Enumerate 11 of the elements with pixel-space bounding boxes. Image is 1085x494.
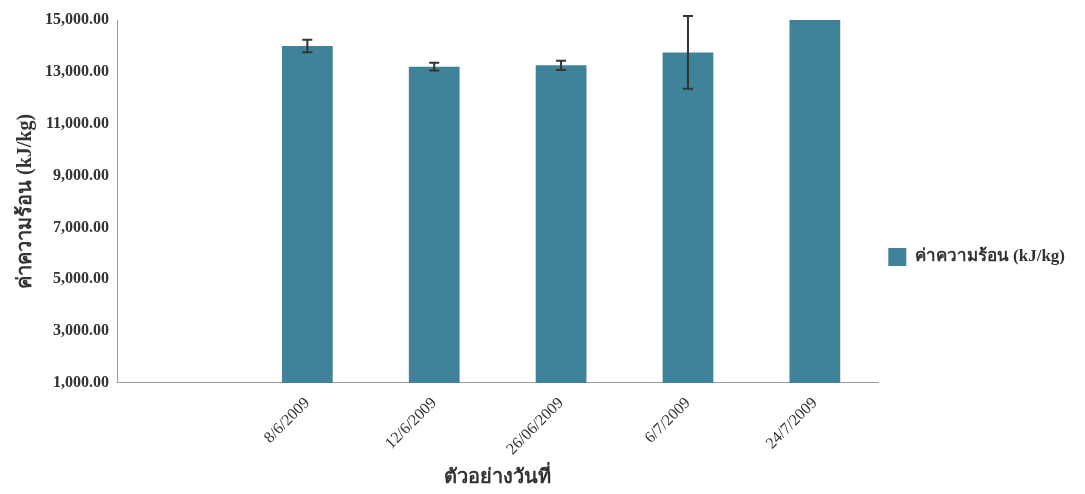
y-tick-label: 13,000.00	[45, 61, 109, 79]
y-tick-label: 5,000.00	[53, 269, 109, 287]
y-tick-label: 9,000.00	[53, 165, 109, 183]
legend-label: ค่าความร้อน (kJ/kg)	[914, 246, 1066, 266]
y-tick-label: 15,000.00	[45, 10, 109, 28]
y-tick-label: 11,000.00	[45, 113, 109, 131]
y-tick-label: 3,000.00	[53, 321, 109, 339]
y-tick-label: 1,000.00	[53, 373, 109, 391]
y-tick-label: 7,000.00	[53, 217, 109, 235]
y-axis-title: ค่าความร้อน (kJ/kg)	[13, 113, 37, 289]
x-axis-title: ตัวอย่างวันที่	[444, 461, 552, 488]
